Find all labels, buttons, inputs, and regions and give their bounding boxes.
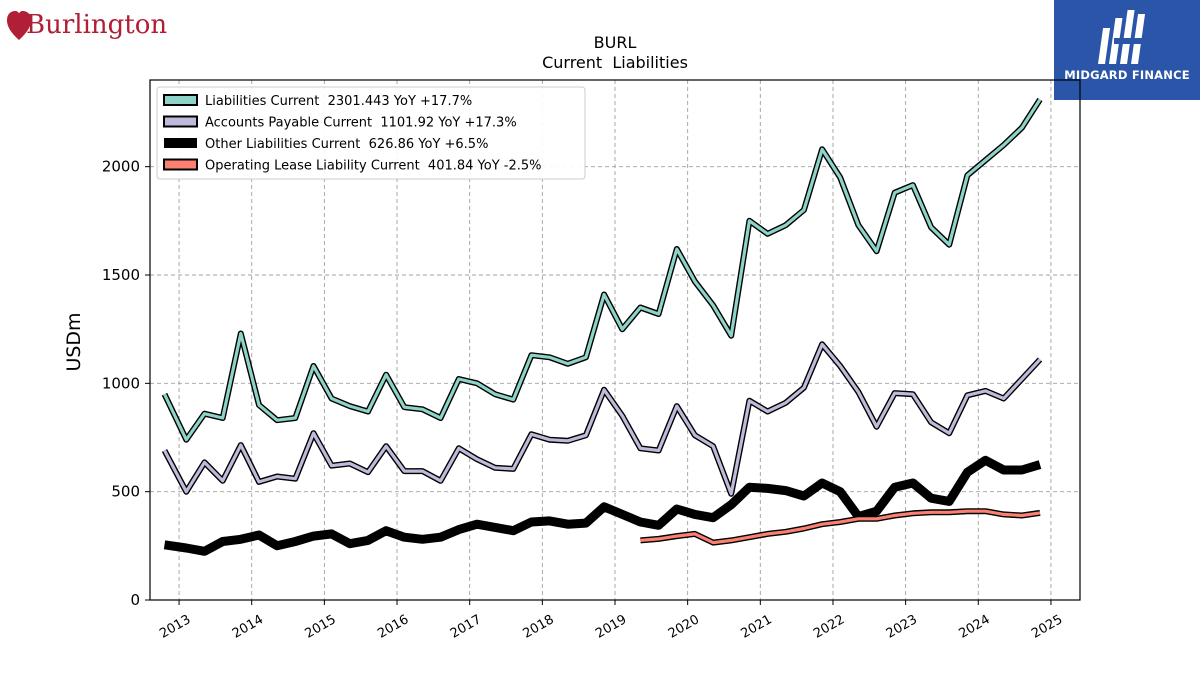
- series-3-line: [163, 455, 1042, 556]
- x-tick-label: 2017: [448, 612, 484, 642]
- legend-swatch: [163, 115, 198, 128]
- series-1-line: [163, 98, 1042, 442]
- midgard-finance-logo: MIDGARD FINANCE: [1054, 0, 1200, 100]
- legend-swatch: [163, 158, 198, 171]
- x-tick-label: 2024: [956, 612, 992, 642]
- y-tick-label: 1000: [102, 374, 140, 392]
- x-tick-label: 2021: [738, 612, 774, 642]
- x-tick-label: 2025: [1029, 612, 1065, 642]
- series-4-line: [640, 509, 1041, 545]
- x-tick-label: 2013: [157, 612, 193, 642]
- y-tick-label: 1500: [102, 266, 140, 284]
- sponsor-name: MIDGARD FINANCE: [1064, 68, 1190, 82]
- x-tick-label: 2022: [811, 612, 847, 642]
- y-tick-label: 2000: [102, 158, 140, 176]
- chart-title: BURL: [594, 33, 637, 52]
- burlington-logo: Burlington: [7, 10, 167, 40]
- x-tick-label: 2018: [521, 612, 557, 642]
- legend-label: Liabilities Current 2301.443 YoY +17.7%: [205, 94, 472, 109]
- x-tick-label: 2015: [303, 612, 339, 642]
- legend-swatch: [164, 138, 197, 148]
- x-tick-label: 2023: [884, 612, 920, 642]
- x-tick-label: 2020: [666, 612, 702, 642]
- x-tick-label: 2014: [230, 612, 266, 642]
- y-tick-label: 0: [130, 591, 140, 609]
- chart-subtitle: Current Liabilities: [542, 53, 688, 72]
- heart-icon: [7, 11, 31, 40]
- legend-label: Other Liabilities Current 626.86 YoY +6.…: [205, 137, 488, 152]
- legend: Liabilities Current 2301.443 YoY +17.7% A…: [156, 86, 586, 180]
- legend-label: Operating Lease Liability Current 401.84…: [205, 159, 542, 174]
- series-2-line: [163, 342, 1042, 496]
- x-tick-label: 2016: [375, 612, 411, 642]
- x-tick-label: 2019: [593, 612, 629, 642]
- legend-label: Accounts Payable Current 1101.92 YoY +17…: [205, 116, 517, 131]
- y-axis-label: USDm: [63, 312, 85, 371]
- legend-swatch: [163, 94, 198, 106]
- axes: 0 500 1000 1500 2000 2013 2014 2015 2016 2017 2018…: [102, 158, 1065, 642]
- series-lines: [161, 97, 1043, 556]
- legend-box: [156, 86, 586, 180]
- midgard-emblem-icon: [1098, 10, 1146, 64]
- brand-wordmark: Burlington: [26, 10, 167, 40]
- y-tick-label: 500: [111, 483, 140, 501]
